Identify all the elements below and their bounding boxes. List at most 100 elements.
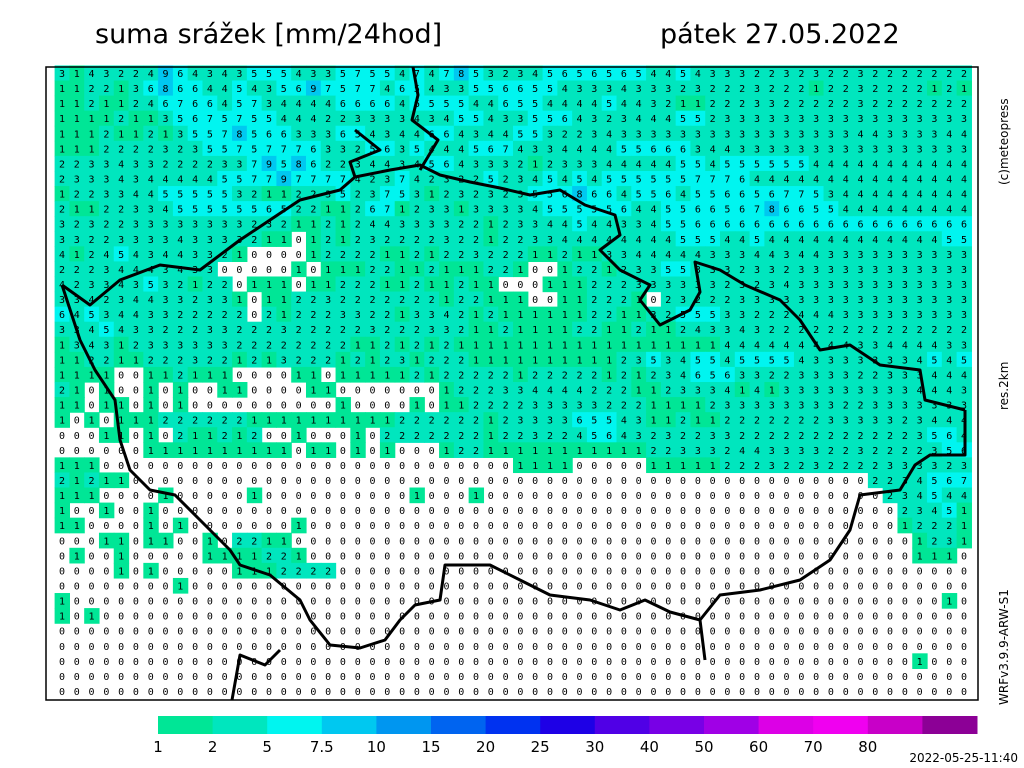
precip-value: 0 — [902, 551, 908, 562]
precip-value: 2 — [784, 310, 790, 321]
precip-value: 0 — [710, 551, 716, 562]
legend-swatch — [922, 716, 978, 734]
precip-value: 3 — [532, 401, 538, 412]
precip-value: 0 — [414, 672, 420, 683]
precip-value: 4 — [296, 69, 302, 80]
precip-value: 7 — [754, 205, 760, 216]
precip-value: 5 — [532, 84, 538, 95]
precip-value: 2 — [281, 566, 287, 577]
precip-value: 0 — [192, 657, 198, 668]
precip-value: 1 — [74, 114, 80, 125]
precip-value: 1 — [103, 431, 109, 442]
precip-cell — [158, 140, 174, 157]
precip-value: 0 — [532, 280, 538, 291]
precip-value: 3 — [798, 280, 804, 291]
precip-value: 0 — [532, 295, 538, 306]
precip-value: 5 — [562, 205, 568, 216]
precip-value: 3 — [961, 340, 967, 351]
precip-value: 0 — [917, 687, 923, 698]
precip-value: 2 — [236, 340, 242, 351]
precip-value: 4 — [148, 175, 154, 186]
precip-value: 0 — [606, 476, 612, 487]
precip-value: 4 — [798, 250, 804, 261]
precip-value: 1 — [281, 280, 287, 291]
precip-value: 2 — [798, 69, 804, 80]
precip-value: 5 — [695, 355, 701, 366]
precip-value: 1 — [458, 265, 464, 276]
precip-value: 0 — [473, 506, 479, 517]
precip-value: 0 — [251, 581, 257, 592]
precip-value: 4 — [857, 205, 863, 216]
precip-value: 0 — [680, 597, 686, 608]
precip-cell — [601, 110, 618, 127]
precip-value: 2 — [857, 370, 863, 381]
precip-value: 2 — [281, 220, 287, 231]
precip-value: 3 — [458, 84, 464, 95]
precip-value: 0 — [89, 581, 95, 592]
precip-value: 1 — [636, 310, 642, 321]
precip-value: 5 — [473, 69, 479, 80]
precip-value: 4 — [902, 340, 908, 351]
precip-cell — [631, 125, 647, 142]
precip-value: 0 — [902, 581, 908, 592]
precip-value: 2 — [310, 310, 316, 321]
precip-cell — [897, 65, 913, 82]
precip-value: 3 — [74, 235, 80, 246]
precip-value: 3 — [207, 265, 213, 276]
precip-value: 0 — [946, 642, 952, 653]
precip-value: 0 — [414, 476, 420, 487]
precip-value: 0 — [562, 657, 568, 668]
precip-value: 2 — [340, 114, 346, 125]
legend-swatch — [431, 716, 487, 734]
precip-cell — [365, 125, 381, 142]
precip-value: 0 — [429, 627, 435, 638]
precip-value: 0 — [902, 566, 908, 577]
precip-value: 4 — [399, 69, 405, 80]
precip-value: 0 — [695, 657, 701, 668]
precip-value: 3 — [872, 295, 878, 306]
precip-value: 4 — [917, 235, 923, 246]
precip-value: 3 — [857, 84, 863, 95]
precip-value: 2 — [769, 69, 775, 80]
precip-cell — [631, 80, 647, 97]
precip-cell — [542, 110, 558, 127]
precip-value: 5 — [695, 235, 701, 246]
precip-value: 3 — [162, 280, 168, 291]
precip-value: 4 — [103, 250, 109, 261]
precip-value: 1 — [577, 310, 583, 321]
precip-value: 3 — [902, 491, 908, 502]
precip-value: 0 — [177, 536, 183, 547]
precip-value: 0 — [754, 597, 760, 608]
precip-value: 2 — [739, 461, 745, 472]
precip-value: 0 — [207, 687, 213, 698]
precip-value: 1 — [517, 340, 523, 351]
precip-value: 2 — [384, 340, 390, 351]
precip-value: 0 — [724, 642, 730, 653]
precip-value: 3 — [739, 370, 745, 381]
precip-value: 2 — [103, 84, 109, 95]
precip-value: 3 — [828, 129, 834, 140]
precip-value: 0 — [59, 431, 65, 442]
precip-value: 0 — [650, 506, 656, 517]
precip-value: 0 — [917, 642, 923, 653]
precip-value: 2 — [650, 370, 656, 381]
precip-value: 0 — [857, 506, 863, 517]
precip-value: 3 — [266, 84, 272, 95]
precip-cell — [823, 125, 839, 142]
precip-value: 0 — [207, 672, 213, 683]
precip-cell — [379, 125, 396, 142]
precip-value: 0 — [162, 672, 168, 683]
precip-value: 2 — [458, 310, 464, 321]
precip-cell — [276, 140, 292, 157]
precip-value: 2 — [532, 370, 538, 381]
precip-cell — [305, 125, 322, 142]
precip-value: 3 — [724, 129, 730, 140]
precip-value: 4 — [370, 220, 376, 231]
precip-value: 3 — [843, 129, 849, 140]
precip-value: 3 — [917, 265, 923, 276]
precip-value: 0 — [813, 551, 819, 562]
precip-value: 3 — [813, 386, 819, 397]
precip-value: 4 — [118, 325, 124, 336]
precip-value: 3 — [695, 84, 701, 95]
precip-value: 0 — [340, 566, 346, 577]
